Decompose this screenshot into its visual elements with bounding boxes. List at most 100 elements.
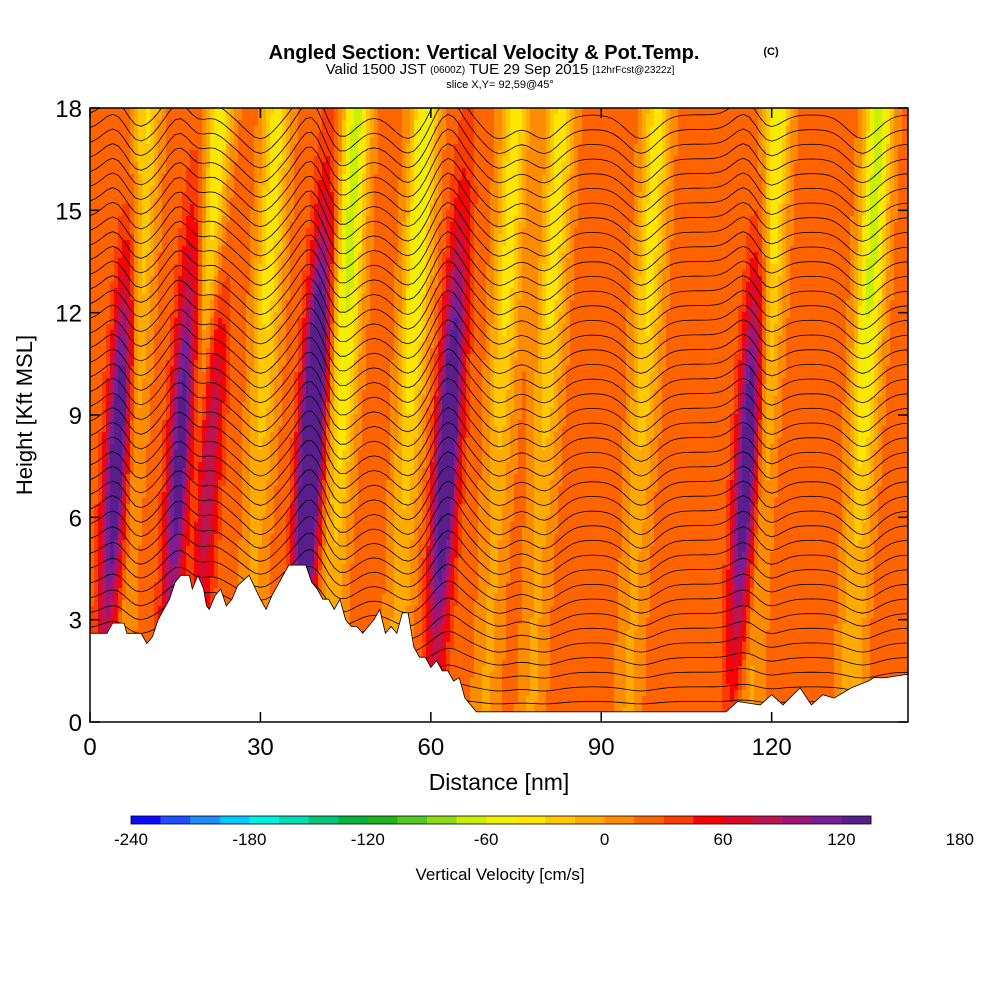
velocity-cell — [258, 168, 263, 175]
velocity-cell — [126, 564, 131, 571]
velocity-cell — [190, 336, 195, 343]
velocity-cell — [106, 384, 111, 391]
velocity-cell — [274, 516, 279, 523]
velocity-cell — [250, 384, 255, 391]
velocity-cell — [194, 180, 199, 187]
velocity-cell — [226, 318, 231, 325]
velocity-cell — [146, 414, 151, 421]
velocity-cell — [246, 126, 251, 133]
velocity-cell — [114, 408, 119, 415]
velocity-cell — [158, 276, 163, 283]
velocity-cell — [114, 558, 119, 565]
velocity-cell — [122, 468, 127, 475]
velocity-cell — [178, 270, 183, 277]
velocity-cell — [162, 144, 167, 151]
velocity-cell — [202, 462, 207, 469]
velocity-cell — [102, 522, 107, 529]
velocity-cell — [146, 474, 151, 481]
velocity-cell — [270, 198, 275, 205]
velocity-cell — [94, 426, 99, 433]
velocity-cell — [182, 138, 187, 145]
velocity-cell — [158, 228, 163, 235]
velocity-cell — [242, 186, 247, 193]
velocity-cell — [90, 432, 95, 439]
velocity-cell — [206, 348, 211, 355]
velocity-cell — [206, 162, 211, 169]
velocity-cell — [150, 294, 155, 301]
velocity-cell — [270, 540, 275, 547]
velocity-cell — [262, 534, 267, 541]
velocity-cell — [146, 426, 151, 433]
velocity-cell — [122, 546, 127, 553]
velocity-cell — [214, 198, 219, 205]
velocity-cell — [162, 516, 167, 523]
velocity-cell — [238, 498, 243, 505]
velocity-cell — [130, 534, 135, 541]
velocity-cell — [166, 180, 171, 187]
velocity-cell — [138, 336, 143, 343]
velocity-cell — [242, 516, 247, 523]
velocity-cell — [250, 228, 255, 235]
velocity-cell — [250, 522, 255, 529]
velocity-cell — [106, 396, 111, 403]
velocity-cell — [282, 342, 287, 349]
velocity-cell — [170, 426, 175, 433]
velocity-cell — [242, 216, 247, 223]
velocity-cell — [158, 204, 163, 211]
velocity-cell — [118, 126, 123, 133]
velocity-cell — [138, 420, 143, 427]
velocity-cell — [186, 396, 191, 403]
velocity-cell — [210, 372, 215, 379]
velocity-cell — [134, 198, 139, 205]
velocity-cell — [102, 480, 107, 487]
velocity-cell — [106, 300, 111, 307]
velocity-cell — [90, 246, 95, 253]
velocity-cell — [198, 330, 203, 337]
velocity-cell — [138, 606, 143, 613]
velocity-cell — [246, 282, 251, 289]
velocity-cell — [246, 222, 251, 229]
velocity-cell — [238, 270, 243, 277]
velocity-cell — [234, 564, 239, 571]
velocity-cell — [110, 294, 115, 301]
velocity-cell — [222, 492, 227, 499]
velocity-cell — [150, 258, 155, 265]
velocity-cell — [158, 474, 163, 481]
velocity-cell — [270, 486, 275, 493]
velocity-cell — [194, 234, 199, 241]
velocity-cell — [166, 108, 171, 115]
velocity-cell — [282, 108, 287, 115]
velocity-cell — [110, 120, 115, 127]
velocity-cell — [94, 120, 99, 127]
velocity-cell — [186, 462, 191, 469]
velocity-cell — [94, 270, 99, 277]
velocity-cell — [230, 402, 235, 409]
velocity-cell — [258, 132, 263, 139]
velocity-cell — [182, 474, 187, 481]
velocity-cell — [114, 150, 119, 157]
velocity-cell — [258, 534, 263, 541]
velocity-cell — [130, 138, 135, 145]
velocity-cell — [102, 540, 107, 547]
velocity-cell — [186, 486, 191, 493]
velocity-cell — [250, 366, 255, 373]
velocity-cell — [174, 474, 179, 481]
velocity-cell — [126, 504, 131, 511]
velocity-cell — [226, 306, 231, 313]
velocity-cell — [146, 630, 151, 637]
velocity-cell — [138, 108, 143, 115]
velocity-cell — [238, 378, 243, 385]
velocity-cell — [122, 288, 127, 295]
velocity-cell — [274, 456, 279, 463]
velocity-cell — [222, 402, 227, 409]
velocity-cell — [246, 168, 251, 175]
velocity-cell — [190, 522, 195, 529]
velocity-cell — [126, 276, 131, 283]
velocity-cell — [134, 156, 139, 163]
velocity-cell — [270, 462, 275, 469]
velocity-cell — [178, 186, 183, 193]
velocity-cell — [186, 564, 191, 571]
velocity-cell — [238, 216, 243, 223]
velocity-cell — [242, 162, 247, 169]
velocity-cell — [190, 570, 195, 577]
